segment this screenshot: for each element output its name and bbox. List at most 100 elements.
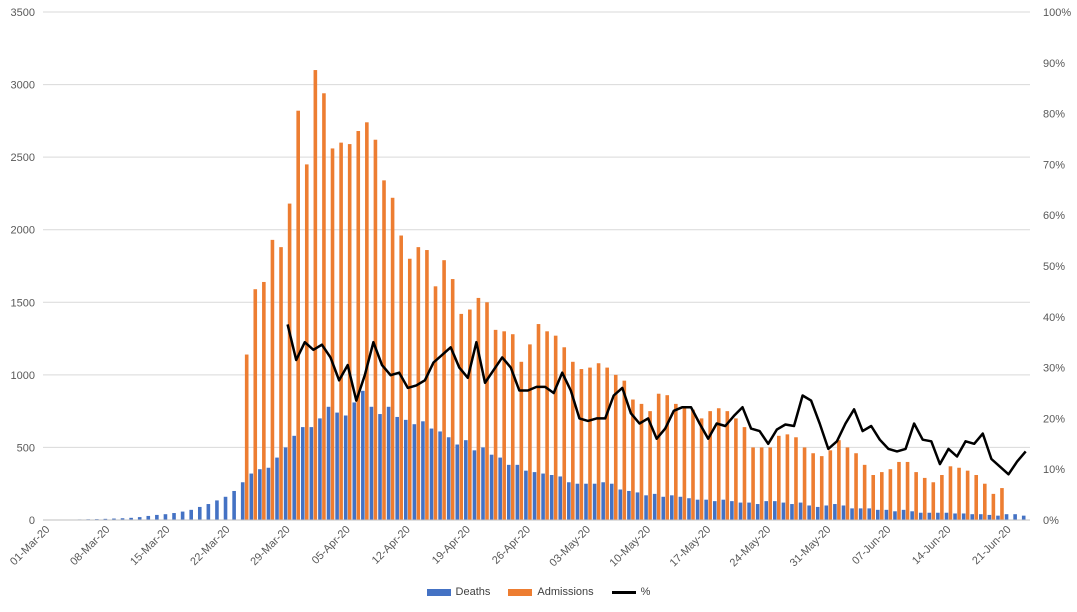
legend-item-admissions[interactable]: Admissions bbox=[508, 586, 593, 598]
bar-deaths bbox=[876, 510, 880, 520]
bar-deaths bbox=[172, 513, 176, 520]
bar-deaths bbox=[284, 447, 288, 520]
bar-deaths bbox=[979, 514, 983, 520]
bar-deaths bbox=[782, 503, 786, 520]
bar-admissions bbox=[734, 418, 738, 520]
bar-deaths bbox=[610, 484, 614, 520]
bar-deaths bbox=[421, 421, 425, 520]
y-tick-label: 1500 bbox=[11, 297, 35, 309]
bar-deaths bbox=[816, 507, 820, 520]
bar-admissions bbox=[528, 344, 532, 520]
y2-tick-label: 40% bbox=[1043, 312, 1065, 324]
bar-admissions bbox=[820, 456, 824, 520]
bar-admissions bbox=[966, 471, 970, 520]
x-tick-label: 19-Apr-20 bbox=[430, 524, 473, 567]
y2-tick-label: 100% bbox=[1043, 7, 1071, 19]
bar-deaths bbox=[189, 510, 193, 520]
x-tick-label: 17-May-20 bbox=[668, 524, 714, 570]
bar-deaths bbox=[215, 500, 219, 520]
bar-deaths bbox=[310, 427, 314, 520]
bar-deaths bbox=[249, 474, 253, 520]
bar-deaths bbox=[850, 508, 854, 520]
bar-admissions bbox=[374, 140, 378, 520]
bar-deaths bbox=[275, 458, 279, 520]
y2-tick-label: 70% bbox=[1043, 159, 1065, 171]
bar-admissions bbox=[425, 250, 429, 520]
bar-admissions bbox=[494, 330, 498, 520]
bar-admissions bbox=[279, 247, 283, 520]
bar-deaths bbox=[438, 431, 442, 520]
bar-deaths bbox=[962, 513, 966, 520]
bar-deaths bbox=[936, 513, 940, 520]
y2-tick-label: 60% bbox=[1043, 210, 1065, 222]
bar-admissions bbox=[356, 131, 360, 520]
bar-admissions bbox=[889, 469, 893, 520]
bar-admissions bbox=[597, 363, 601, 520]
bar-deaths bbox=[361, 391, 365, 520]
bar-admissions bbox=[923, 478, 927, 520]
legend-swatch-admissions bbox=[508, 589, 532, 596]
legend-label-percent: % bbox=[641, 586, 651, 598]
bar-deaths bbox=[447, 437, 451, 520]
x-tick-label: 05-Apr-20 bbox=[310, 524, 353, 567]
bar-admissions bbox=[940, 475, 944, 520]
bar-deaths bbox=[181, 512, 185, 520]
bar-deaths bbox=[413, 424, 417, 520]
bar-deaths bbox=[807, 505, 811, 520]
bar-admissions bbox=[588, 368, 592, 520]
bar-deaths bbox=[207, 504, 211, 520]
bar-admissions bbox=[314, 70, 318, 520]
bar-admissions bbox=[897, 462, 901, 520]
legend-swatch-deaths bbox=[427, 589, 451, 596]
bar-deaths bbox=[541, 474, 545, 520]
bar-admissions bbox=[511, 334, 515, 520]
bar-deaths bbox=[636, 492, 640, 520]
bar-deaths bbox=[404, 420, 408, 520]
bar-deaths bbox=[696, 500, 700, 520]
bar-deaths bbox=[292, 436, 296, 520]
bar-deaths bbox=[224, 497, 228, 520]
x-tick-label: 01-Mar-20 bbox=[8, 524, 52, 568]
bar-admissions bbox=[854, 453, 858, 520]
legend-swatch-percent bbox=[612, 591, 636, 594]
bar-deaths bbox=[198, 507, 202, 520]
bar-admissions bbox=[391, 198, 395, 520]
bar-admissions bbox=[871, 475, 875, 520]
bar-admissions bbox=[288, 204, 292, 520]
bar-deaths bbox=[584, 484, 588, 520]
bar-admissions bbox=[700, 418, 704, 520]
bar-deaths bbox=[464, 440, 468, 520]
bar-deaths bbox=[945, 513, 949, 520]
legend-item-percent[interactable]: % bbox=[612, 586, 651, 598]
bar-deaths bbox=[455, 445, 459, 520]
bar-deaths bbox=[481, 447, 485, 520]
bar-admissions bbox=[537, 324, 541, 520]
bar-deaths bbox=[704, 500, 708, 520]
bar-admissions bbox=[253, 289, 257, 520]
bar-deaths bbox=[670, 495, 674, 520]
bar-deaths bbox=[507, 465, 511, 520]
bar-admissions bbox=[271, 240, 275, 520]
bar-admissions bbox=[468, 310, 472, 520]
bar-admissions bbox=[665, 395, 669, 520]
legend-item-deaths[interactable]: Deaths bbox=[427, 586, 491, 598]
bar-admissions bbox=[863, 465, 867, 520]
bar-deaths bbox=[327, 407, 331, 520]
bar-deaths bbox=[1022, 516, 1026, 520]
bar-deaths bbox=[730, 501, 734, 520]
bar-deaths bbox=[601, 482, 605, 520]
bar-deaths bbox=[267, 468, 271, 520]
bar-admissions bbox=[683, 407, 687, 520]
bar-deaths bbox=[739, 503, 743, 520]
bar-admissions bbox=[726, 411, 730, 520]
bar-deaths bbox=[490, 455, 494, 520]
x-tick-label: 10-May-20 bbox=[608, 524, 654, 570]
bar-admissions bbox=[932, 482, 936, 520]
bar-admissions bbox=[811, 453, 815, 520]
bar-admissions bbox=[829, 450, 833, 520]
bar-admissions bbox=[691, 410, 695, 520]
bar-deaths bbox=[919, 513, 923, 520]
bar-deaths bbox=[1013, 514, 1017, 520]
bar-deaths bbox=[318, 418, 322, 520]
x-tick-label: 21-Jun-20 bbox=[970, 524, 1014, 568]
